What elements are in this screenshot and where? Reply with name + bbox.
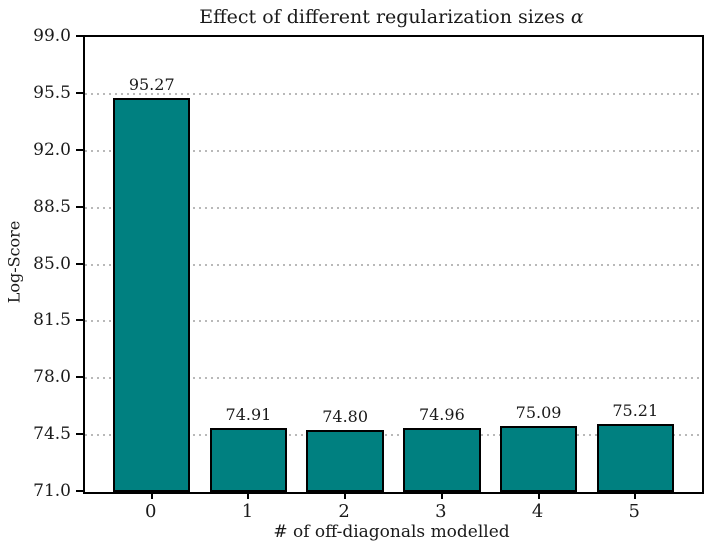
bar	[499, 425, 578, 492]
y-tick	[76, 205, 83, 208]
x-tick	[634, 492, 637, 499]
y-tick-label: 81.5	[33, 310, 71, 331]
y-tick	[76, 148, 83, 151]
bar-value-label: 74.80	[322, 407, 369, 427]
gridline	[85, 149, 702, 152]
x-tick-label: 0	[144, 501, 157, 522]
x-tick	[247, 492, 250, 499]
y-tick	[76, 262, 83, 265]
gridline	[85, 377, 702, 380]
y-tick-label: 88.5	[33, 196, 71, 217]
bar	[306, 430, 384, 492]
bar-value-label: 74.96	[418, 404, 465, 424]
y-tick	[76, 35, 83, 37]
x-tick-label: 1	[241, 501, 254, 522]
gridline	[85, 92, 702, 95]
x-tick	[537, 492, 540, 499]
y-tick-label: 92.0	[33, 139, 71, 160]
bar-value-label: 75.09	[515, 402, 562, 422]
bar-value-label: 75.21	[612, 400, 659, 420]
bar	[596, 423, 674, 492]
y-tick-label: 71.0	[33, 481, 71, 501]
bar	[209, 428, 288, 492]
x-tick-label: 2	[338, 501, 350, 522]
y-tick-label: 99.0	[33, 26, 71, 46]
y-tick-label: 85.0	[33, 253, 71, 274]
x-tick	[440, 492, 443, 499]
x-axis-label: # of off-diagonals modelled	[273, 522, 510, 542]
bar	[403, 427, 481, 492]
gridline	[85, 434, 702, 437]
y-tick-label: 78.0	[33, 367, 71, 388]
y-tick	[76, 91, 83, 94]
bar-value-label: 74.91	[225, 405, 272, 425]
x-tick	[150, 492, 153, 499]
gridline	[85, 320, 702, 323]
y-tick	[76, 319, 83, 322]
y-tick	[76, 376, 83, 379]
gridline	[85, 263, 702, 266]
x-tick	[344, 492, 347, 499]
chart-title-alpha-symbol: α	[570, 6, 584, 28]
x-tick-label: 5	[628, 501, 640, 522]
x-tick-label: 4	[531, 501, 544, 522]
bar-value-label: 95.27	[128, 74, 175, 94]
chart-title-text: Effect of different regularization sizes	[199, 6, 571, 28]
y-tick-label: 74.5	[33, 424, 71, 445]
plot-area: 95.27 74.91 74.80 74.96 75.09 75.21	[83, 35, 704, 494]
bar	[113, 97, 191, 492]
y-tick	[76, 433, 83, 436]
y-tick-label: 95.5	[33, 82, 71, 103]
x-tick-label: 3	[435, 501, 447, 522]
gridline	[85, 206, 702, 209]
chart-title: Effect of different regularization sizes…	[83, 6, 700, 28]
y-tick	[76, 490, 83, 492]
